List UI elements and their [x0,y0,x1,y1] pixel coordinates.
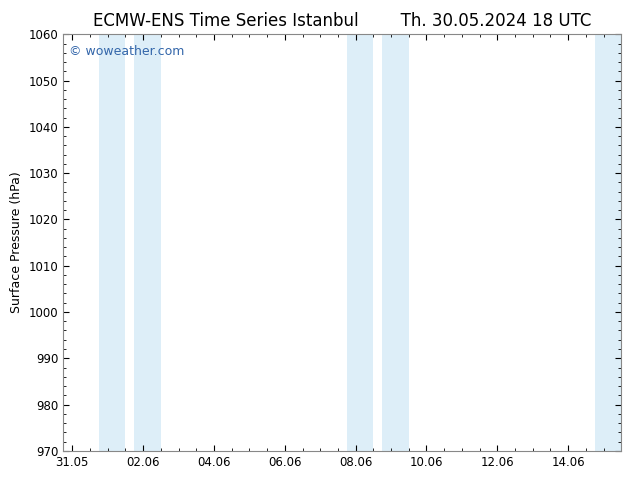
Bar [99,34,126,451]
Y-axis label: Surface Pressure (hPa): Surface Pressure (hPa) [10,172,23,314]
Bar [595,34,621,451]
Text: © woweather.com: © woweather.com [69,45,184,58]
Title: ECMW-ENS Time Series Istanbul        Th. 30.05.2024 18 UTC: ECMW-ENS Time Series Istanbul Th. 30.05.… [93,12,592,30]
Bar [134,34,161,451]
Bar [382,34,409,451]
Bar [347,34,373,451]
